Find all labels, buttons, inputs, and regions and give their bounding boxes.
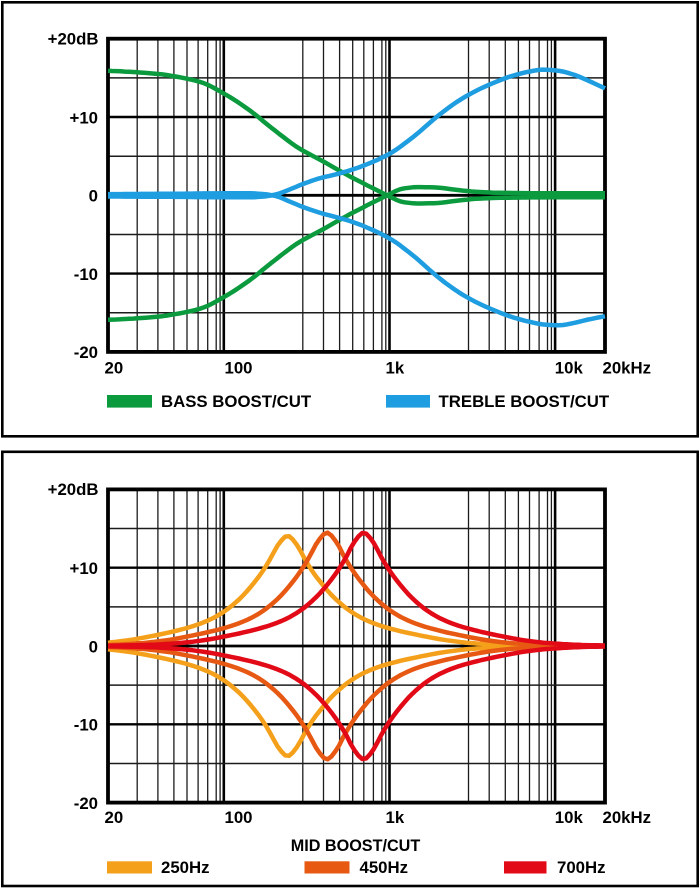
svg-text:-20: -20 (74, 343, 98, 362)
svg-text:+10: +10 (70, 108, 98, 127)
svg-text:10k: 10k (555, 808, 584, 827)
svg-text:20kHz: 20kHz (603, 808, 652, 827)
svg-text:250Hz: 250Hz (161, 858, 210, 877)
svg-text:+20dB: +20dB (48, 480, 99, 499)
svg-text:20: 20 (105, 808, 124, 827)
svg-text:-10: -10 (74, 265, 98, 284)
svg-text:100: 100 (225, 808, 253, 827)
svg-text:BASS BOOST/CUT: BASS BOOST/CUT (161, 392, 312, 411)
svg-text:0: 0 (89, 637, 98, 656)
svg-text:1k: 1k (386, 359, 405, 378)
svg-text:+20dB: +20dB (48, 30, 99, 49)
svg-text:-10: -10 (74, 716, 98, 735)
svg-text:100: 100 (225, 359, 253, 378)
svg-text:20kHz: 20kHz (603, 359, 652, 378)
svg-text:TREBLE BOOST/CUT: TREBLE BOOST/CUT (439, 392, 610, 411)
svg-text:10k: 10k (555, 359, 584, 378)
svg-text:20: 20 (105, 359, 124, 378)
svg-text:1k: 1k (386, 808, 405, 827)
svg-text:450Hz: 450Hz (360, 858, 409, 877)
svg-text:0: 0 (89, 187, 98, 206)
svg-text:MID BOOST/CUT: MID BOOST/CUT (291, 837, 421, 855)
svg-text:700Hz: 700Hz (557, 858, 606, 877)
svg-text:-20: -20 (74, 794, 98, 813)
svg-text:+10: +10 (70, 559, 98, 578)
